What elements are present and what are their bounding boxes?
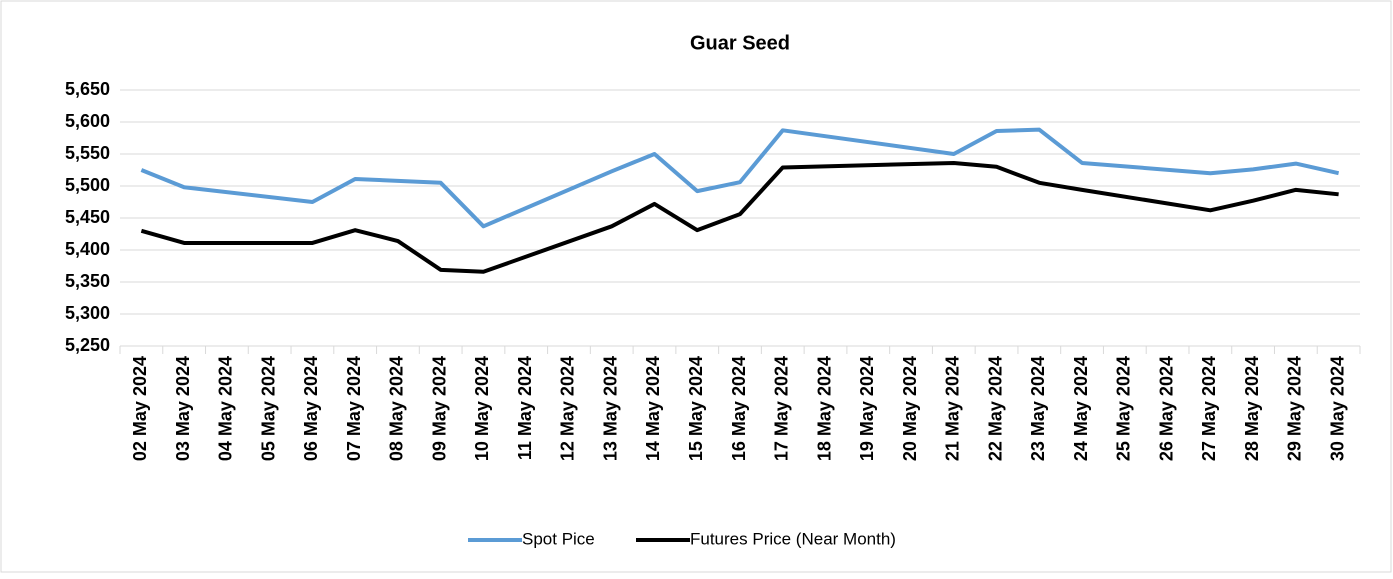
y-tick-label: 5,400 — [65, 239, 110, 259]
x-tick-label: 20 May 2024 — [900, 356, 920, 461]
y-tick-label: 5,500 — [65, 175, 110, 195]
x-tick-label: 30 May 2024 — [1327, 356, 1347, 461]
y-tick-label: 5,450 — [65, 207, 110, 227]
y-tick-label: 5,250 — [65, 335, 110, 355]
x-tick-label: 22 May 2024 — [985, 356, 1005, 461]
y-tick-label: 5,600 — [65, 111, 110, 131]
y-tick-label: 5,550 — [65, 143, 110, 163]
series-line — [140, 127, 1340, 229]
legend-label: Futures Price (Near Month) — [690, 529, 896, 548]
y-tick-label: 5,350 — [65, 271, 110, 291]
x-tick-label: 02 May 2024 — [130, 356, 150, 461]
x-tick-label: 29 May 2024 — [1285, 356, 1305, 461]
x-tick-label: 27 May 2024 — [1199, 356, 1219, 461]
series-line — [140, 160, 1339, 274]
x-tick-label: 07 May 2024 — [344, 356, 364, 461]
x-tick-label: 19 May 2024 — [857, 356, 877, 461]
x-tick-label: 13 May 2024 — [600, 356, 620, 461]
y-tick-label: 5,300 — [65, 303, 110, 323]
legend-label: Spot Pice — [522, 529, 595, 548]
x-tick-label: 11 May 2024 — [515, 356, 535, 460]
y-tick-label: 5,650 — [65, 79, 110, 99]
x-tick-label: 23 May 2024 — [1028, 356, 1048, 461]
x-tick-label: 10 May 2024 — [472, 356, 492, 461]
x-tick-label: 24 May 2024 — [1071, 356, 1091, 461]
x-tick-label: 18 May 2024 — [814, 356, 834, 461]
x-tick-label: 25 May 2024 — [1114, 356, 1134, 461]
x-tick-label: 05 May 2024 — [258, 356, 278, 461]
x-tick-label: 06 May 2024 — [301, 356, 321, 461]
x-tick-label: 14 May 2024 — [643, 356, 663, 461]
x-tick-label: 17 May 2024 — [772, 356, 792, 461]
chart-title: Guar Seed — [690, 32, 790, 54]
x-tick-label: 04 May 2024 — [216, 356, 236, 461]
x-tick-label: 03 May 2024 — [173, 356, 193, 461]
x-tick-label: 08 May 2024 — [387, 356, 407, 461]
x-tick-label: 12 May 2024 — [558, 356, 578, 461]
x-tick-label: 26 May 2024 — [1156, 356, 1176, 461]
x-tick-label: 15 May 2024 — [686, 356, 706, 461]
x-tick-label: 09 May 2024 — [429, 356, 449, 461]
x-tick-label: 16 May 2024 — [729, 356, 749, 461]
x-tick-label: 28 May 2024 — [1242, 356, 1262, 461]
x-tick-label: 21 May 2024 — [943, 356, 963, 461]
